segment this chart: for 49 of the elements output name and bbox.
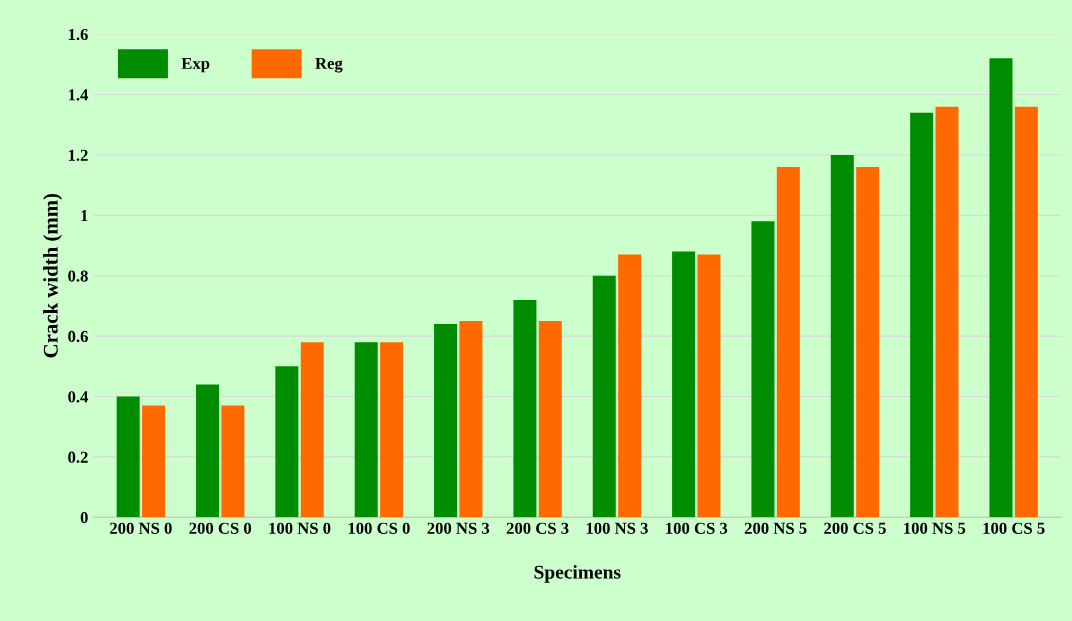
x-tick-label: 200 CS 0 xyxy=(189,522,252,534)
bar xyxy=(221,405,245,518)
y-tick-label: 0 xyxy=(80,511,88,524)
bar xyxy=(513,299,537,518)
x-tick-label: 200 CS 3 xyxy=(506,522,569,534)
bar xyxy=(116,396,140,518)
y-tick-label: 1.2 xyxy=(68,149,88,161)
x-tick-label: 200 CS 5 xyxy=(824,522,886,534)
x-tick-label: 100 CS 0 xyxy=(348,522,410,534)
bar xyxy=(856,167,880,518)
bar xyxy=(776,167,800,518)
x-tick-label: 100 CS 5 xyxy=(983,522,1045,534)
bar xyxy=(380,342,404,518)
bar xyxy=(1014,106,1038,518)
bar xyxy=(989,58,1013,518)
y-tick-label: 0.2 xyxy=(68,451,88,463)
bar xyxy=(459,321,483,518)
bar xyxy=(910,112,934,518)
bar xyxy=(618,254,642,518)
bar xyxy=(935,106,959,518)
y-tick-label: 1 xyxy=(81,210,88,222)
bar xyxy=(142,405,166,518)
x-tick-label: 100 NS 0 xyxy=(269,522,331,534)
bar xyxy=(697,254,721,518)
y-tick-label: 0.4 xyxy=(68,391,89,403)
bar xyxy=(300,342,324,518)
x-axis-title: Specimens xyxy=(534,565,621,583)
y-tick-label: 1.6 xyxy=(68,28,88,41)
bar xyxy=(830,154,854,518)
bar xyxy=(434,324,458,518)
bar xyxy=(354,342,378,518)
y-tick-label: 0.8 xyxy=(68,270,88,282)
bar xyxy=(672,251,696,518)
bar xyxy=(275,366,299,518)
y-axis-title: Crack width (mm) xyxy=(43,193,63,358)
x-tick-label: 200 NS 0 xyxy=(110,522,172,534)
legend-label: Reg xyxy=(315,57,343,73)
x-tick-label: 200 NS 5 xyxy=(744,522,807,534)
bar xyxy=(538,321,562,518)
x-tick-label: 100 CS 3 xyxy=(666,522,728,534)
bar xyxy=(196,384,220,518)
bar xyxy=(592,275,616,518)
bar xyxy=(751,221,775,518)
x-tick-label: 100 NS 3 xyxy=(586,522,648,534)
legend-label: Exp xyxy=(181,57,210,73)
y-tick-label: 1.4 xyxy=(68,89,89,101)
y-tick-label: 0.6 xyxy=(68,330,88,343)
x-tick-label: 100 NS 5 xyxy=(904,522,966,534)
x-tick-label: 200 NS 3 xyxy=(427,522,490,534)
